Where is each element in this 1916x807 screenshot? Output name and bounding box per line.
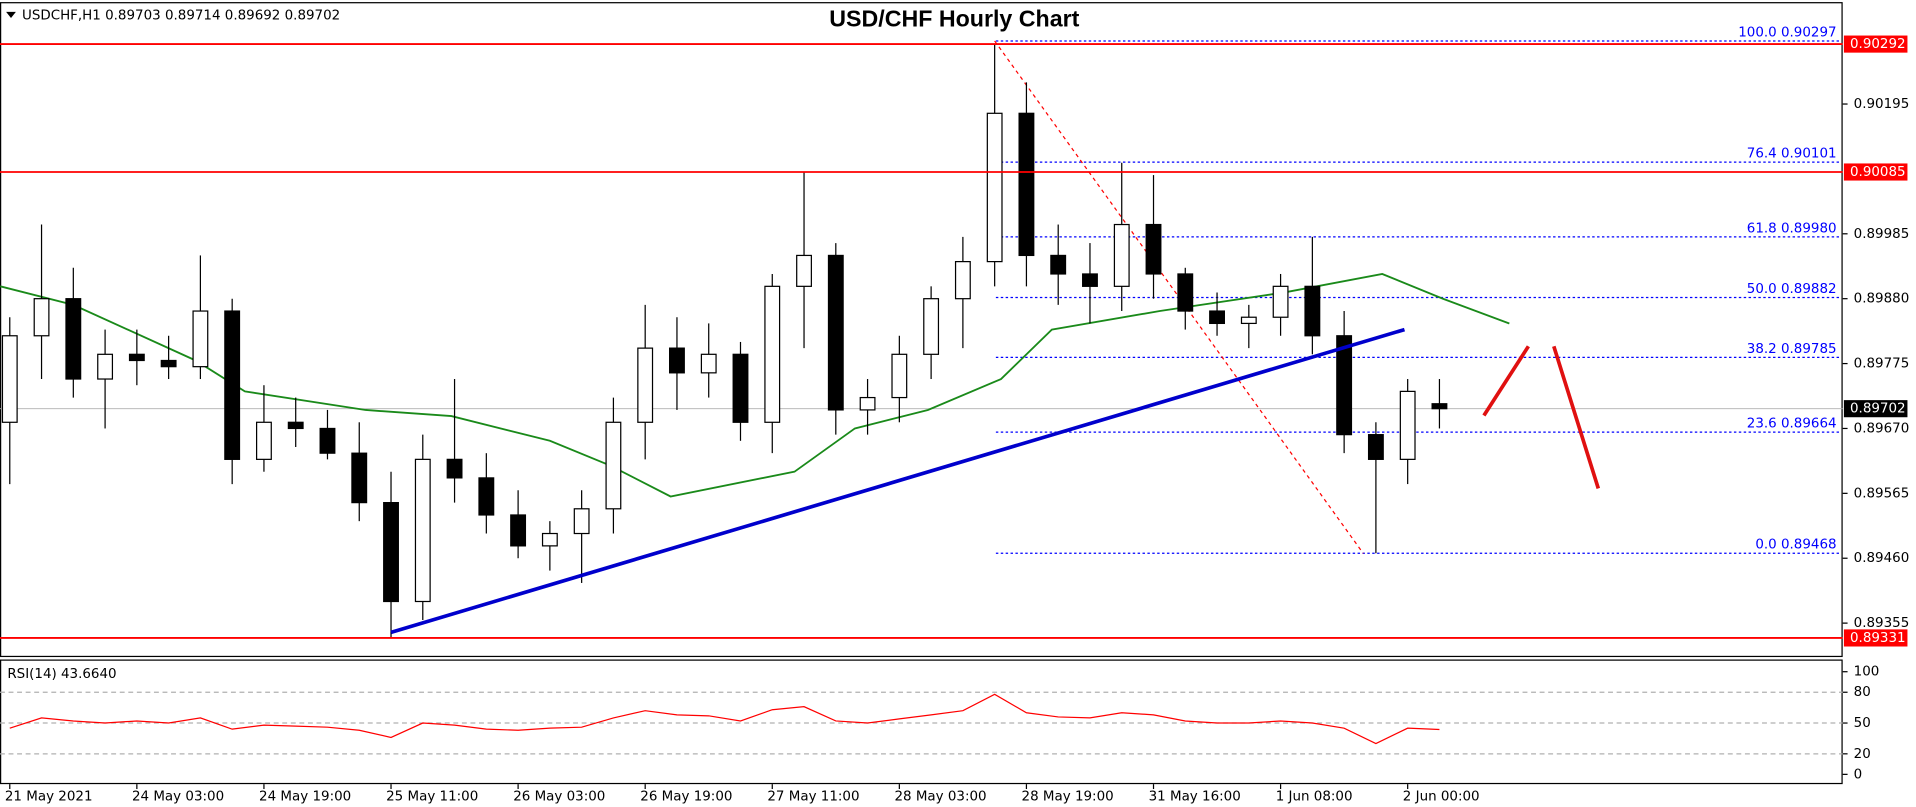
candle-body [192,310,209,368]
rsi-panel [0,659,1843,785]
level-label: 0.90292 [1850,37,1906,52]
level-label: 0.90085 [1850,165,1906,180]
candle-body [1336,335,1353,436]
fib-label: 61.8 0.89980 [1747,221,1837,236]
candle-body [541,532,558,547]
y-tick-label: 0.89880 [1854,292,1910,307]
level-tag [1843,629,1908,647]
candle-body [1177,273,1194,312]
candle-body [160,359,177,368]
candle-body [1431,403,1448,410]
candle-body [287,421,304,430]
candle-body [65,298,82,380]
fib-label: 76.4 0.90101 [1747,147,1837,162]
candle-body [383,502,399,603]
candle-body [923,298,940,355]
candle-body [605,421,622,510]
y-tick-label: 0.89670 [1854,421,1910,436]
candle-body [1272,285,1289,318]
candle-body [827,254,844,411]
candle-body [1113,223,1130,287]
x-tick-label: 28 May 19:00 [1022,789,1114,804]
candle-body [954,260,971,300]
candle-body [1050,254,1067,275]
candle-body [128,353,145,362]
candle-body [732,353,749,423]
rsi-line [9,693,1440,745]
y-tick-label: 0.89775 [1854,357,1910,372]
fib-label: 0.0 0.89468 [1755,538,1836,553]
level-tag [1843,163,1908,181]
rsi-tick-label: 0 [1854,767,1863,782]
y-tick-label: 0.89460 [1854,551,1910,566]
candle-body [796,254,812,287]
x-tick-label: 31 May 16:00 [1149,789,1241,804]
candle-body [1145,223,1162,275]
x-tick-label: 28 May 03:00 [894,789,986,804]
y-tick-label: 0.89355 [1854,616,1910,631]
x-tick-label: 2 Jun 00:00 [1403,789,1480,804]
candle-body [510,514,527,547]
candle-body [1018,112,1035,257]
candle-body [764,285,781,423]
fib-label: 50.0 0.89882 [1747,282,1837,297]
candle-body [1304,285,1321,337]
candle-body [1,335,18,423]
chart-title: USD/CHF Hourly Chart [829,6,1079,32]
rsi-label: RSI(14) 43.6640 [7,667,116,682]
price-panel [0,2,1843,658]
x-tick-label: 27 May 11:00 [767,789,859,804]
symbol-info: USDCHF,H1 0.89703 0.89714 0.89692 0.8970… [22,9,340,24]
current-price-label: 0.89702 [1850,402,1906,417]
y-tick-label: 0.90195 [1854,97,1910,112]
candle-body [351,452,368,504]
fib-label: 23.6 0.89664 [1747,417,1837,432]
candle-body [573,508,590,535]
fib-label: 38.2 0.89785 [1747,342,1837,357]
candle-body [1082,273,1098,287]
candle-body [33,298,50,337]
rsi-tick-label: 100 [1854,665,1880,680]
candle-body [446,458,463,479]
candle-body [414,458,431,603]
x-tick-label: 24 May 19:00 [259,789,351,804]
candle-body [319,427,336,454]
candle-body [637,347,654,423]
current-price-tag [1843,400,1908,418]
y-tick-label: 0.89565 [1854,486,1910,501]
x-tick-label: 26 May 03:00 [513,789,605,804]
level-label: 0.89331 [1850,631,1906,646]
rsi-tick-label: 50 [1854,716,1871,731]
fib-label: 100.0 0.90297 [1738,25,1836,40]
x-tick-label: 21 May 2021 [5,789,93,804]
candle-body [1399,390,1416,460]
y-tick-label: 0.89985 [1854,227,1910,242]
candle-body [224,310,241,460]
candle-body [700,353,717,374]
rsi-tick-label: 80 [1854,685,1871,700]
trendline [390,327,1406,635]
candle-body [891,353,908,399]
symbol-arrow [6,11,16,18]
x-tick-label: 24 May 03:00 [132,789,224,804]
candle-body [1209,310,1225,325]
x-tick-label: 26 May 19:00 [640,789,732,804]
rsi-tick-label: 20 [1854,747,1871,762]
candle-body [669,347,685,374]
projection-arrow [1482,345,1601,489]
candle-body [97,353,114,380]
level-tag [1843,35,1908,53]
candle-body [1240,316,1257,325]
candle-body [1367,434,1384,460]
candle-body [859,396,876,411]
candle-body [478,477,495,516]
x-tick-label: 1 Jun 08:00 [1276,789,1353,804]
x-tick-label: 25 May 11:00 [386,789,478,804]
candle-body [255,421,272,460]
candle-body [986,112,1003,263]
